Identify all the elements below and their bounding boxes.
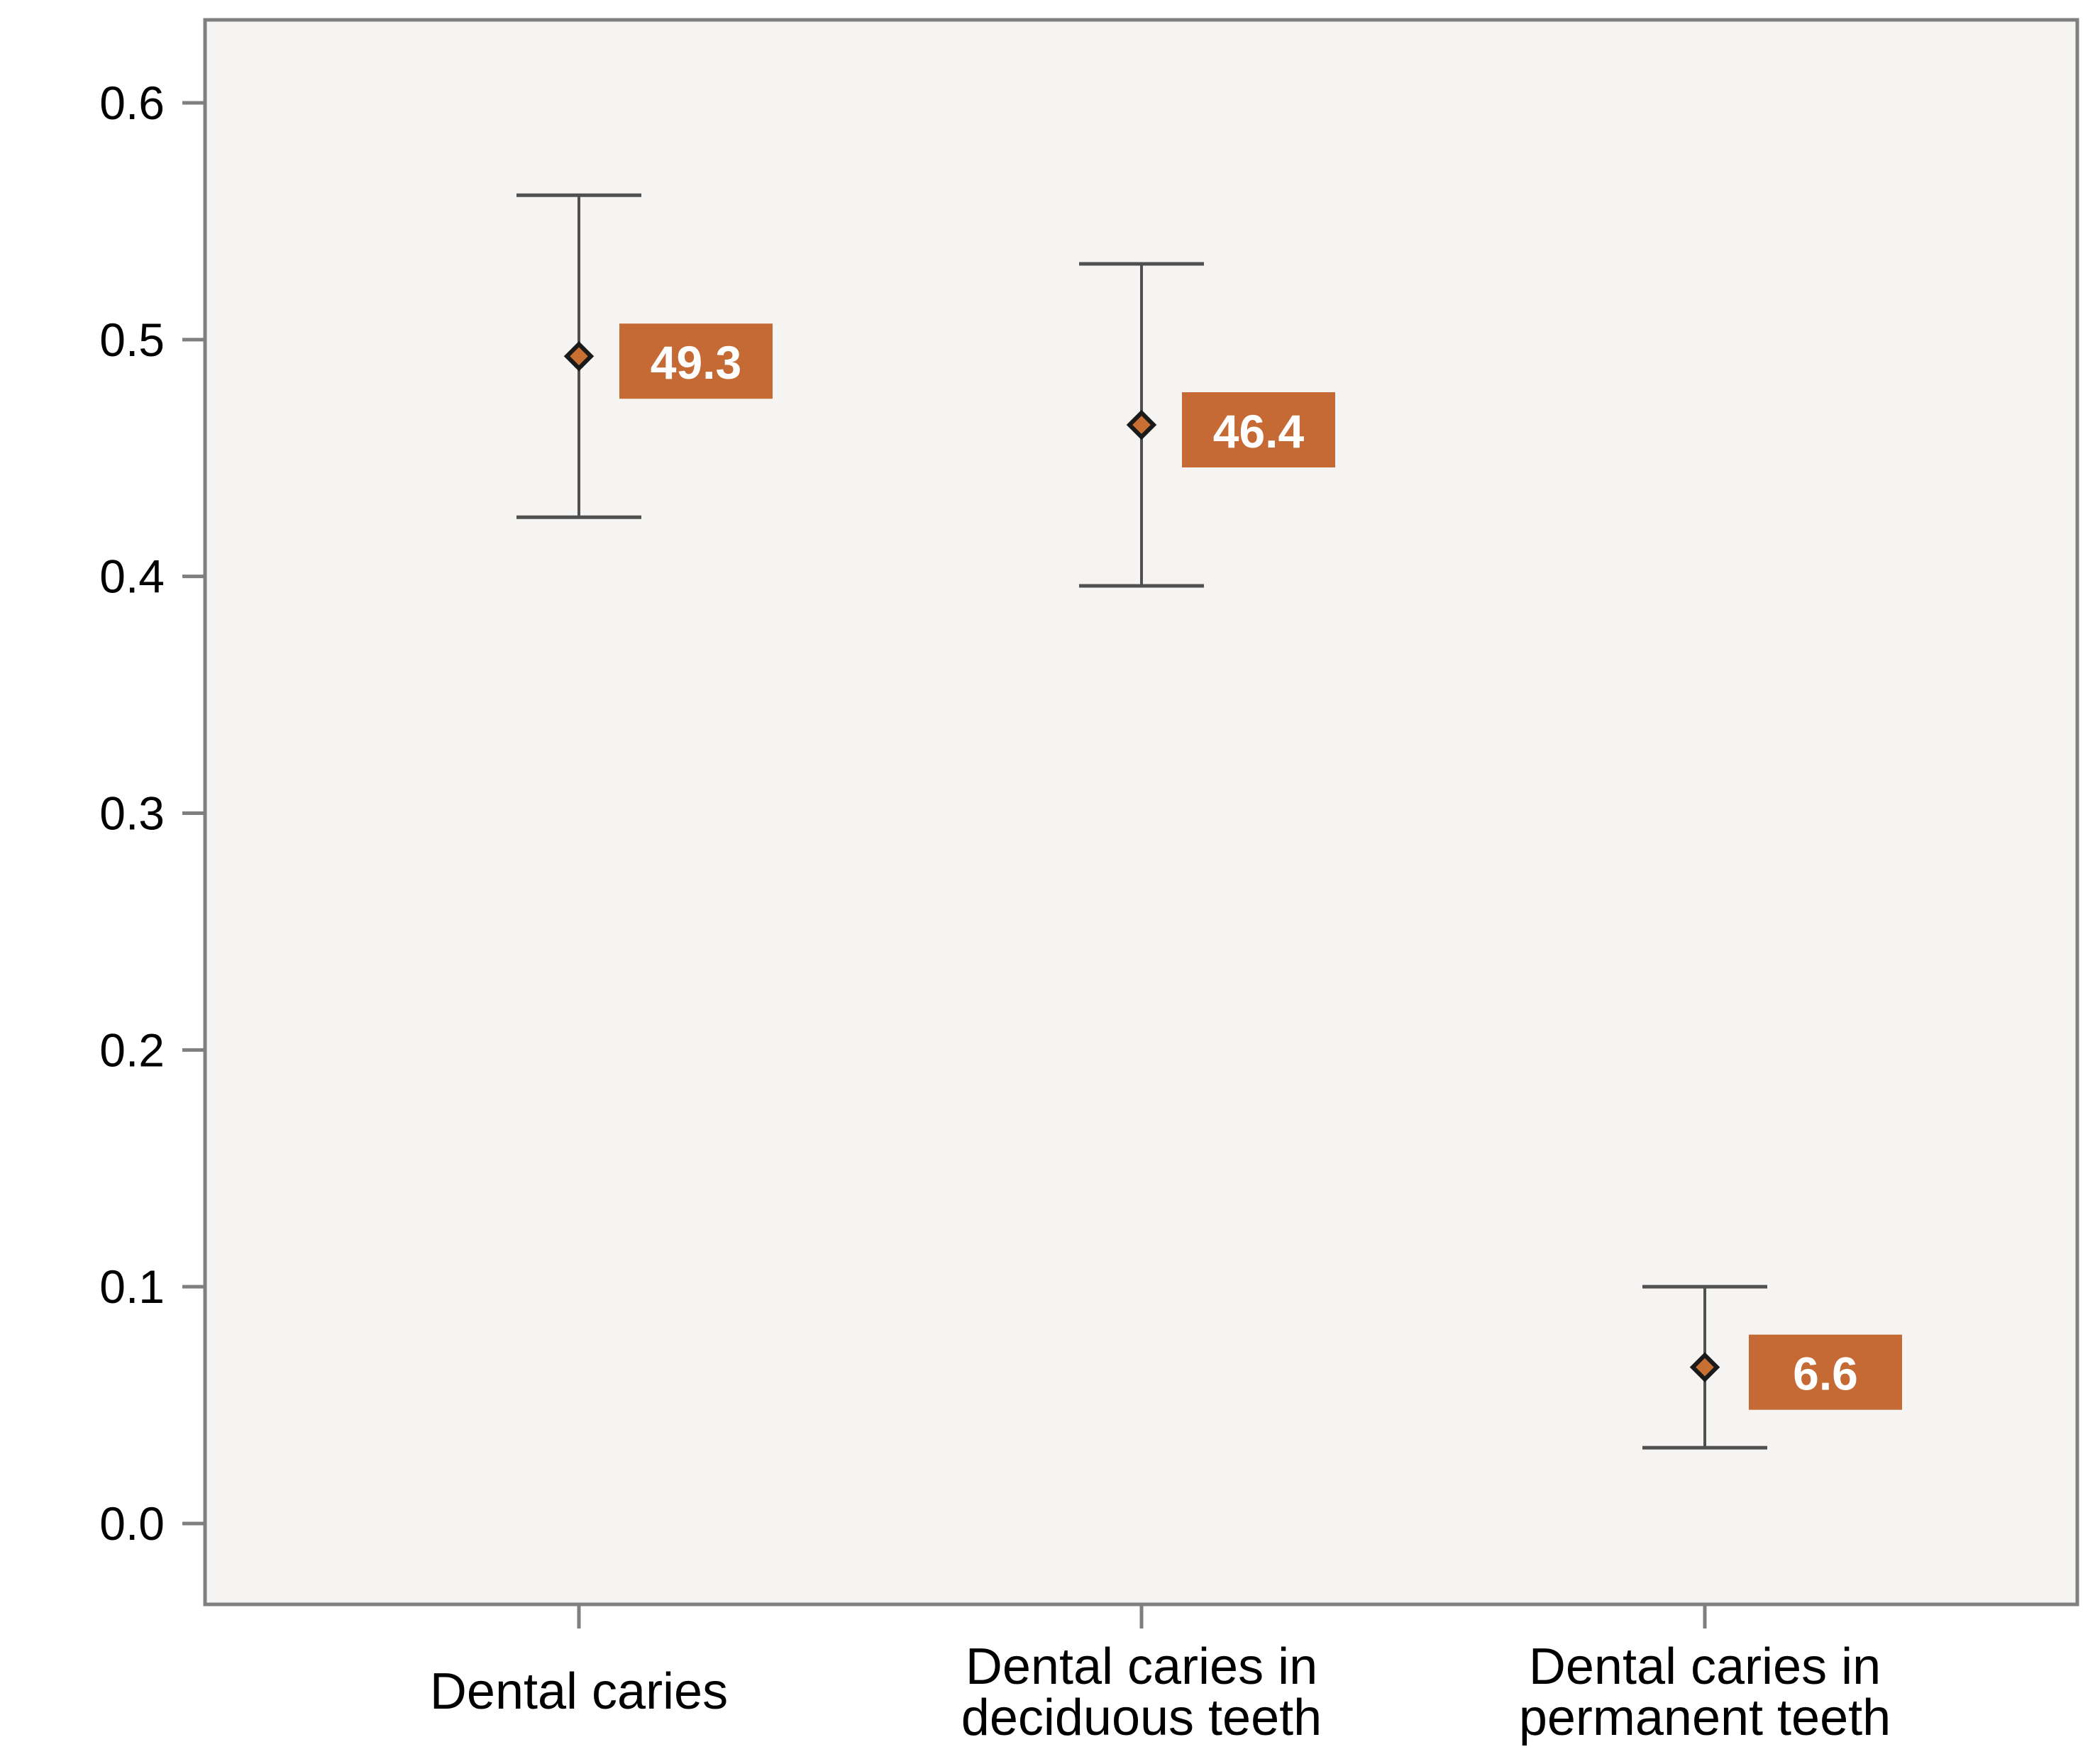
y-tick-label: 0.1 (99, 1260, 165, 1313)
x-category-label: Dental caries in (1529, 1638, 1881, 1695)
data-point-marker (563, 340, 595, 372)
plot-frame (203, 18, 2079, 1607)
y-tick-label: 0.4 (99, 550, 165, 603)
data-label-box (1182, 392, 1335, 468)
x-category-label: deciduous teeth (961, 1689, 1322, 1746)
x-category-label: permanent teeth (1519, 1689, 1891, 1746)
data-points (563, 340, 1720, 1382)
y-tick-label: 0.6 (99, 77, 165, 129)
data-label-box (619, 323, 773, 399)
x-category-label: Dental caries in (966, 1638, 1317, 1695)
y-tick-label: 0.5 (99, 313, 165, 366)
data-label-box (1749, 1334, 1902, 1410)
y-tick-label: 0.0 (99, 1497, 165, 1550)
data-label: 6.6 (1793, 1348, 1858, 1400)
data-label: 46.4 (1213, 405, 1305, 457)
y-axis-ticks: 0.0 0.1 0.2 0.3 0.4 0.5 0.6 (99, 77, 205, 1550)
data-label: 49.3 (651, 336, 741, 389)
data-point-marker (1689, 1352, 1720, 1382)
data-point-marker (1126, 409, 1157, 440)
x-category-label: Dental caries (430, 1663, 728, 1720)
y-tick-label: 0.2 (99, 1023, 165, 1076)
y-tick-label: 0.3 (99, 787, 165, 840)
data-labels: 49.3 46.4 6.6 (619, 323, 1902, 1410)
